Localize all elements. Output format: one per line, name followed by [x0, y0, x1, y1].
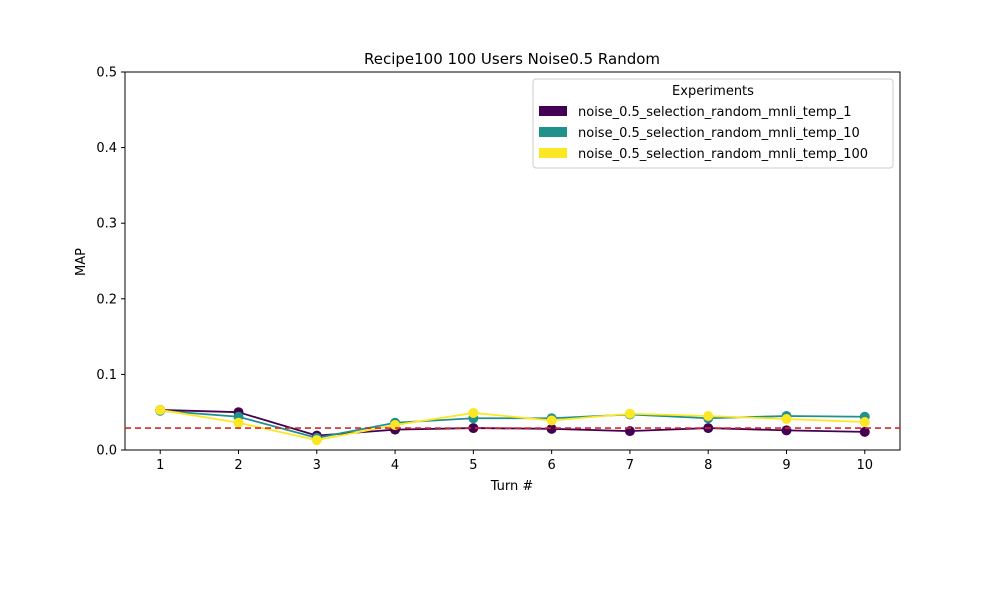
data-point	[859, 426, 870, 437]
data-point	[468, 423, 479, 434]
x-tick-label: 5	[469, 458, 477, 473]
x-tick-label: 3	[313, 458, 321, 473]
legend: Experiments noise_0.5_selection_random_mn…	[532, 78, 894, 169]
series-line	[160, 409, 865, 437]
x-tick-label: 6	[548, 458, 556, 473]
data-point	[546, 423, 557, 434]
y-tick-label: 0.0	[96, 444, 117, 459]
series-3	[155, 404, 870, 446]
legend-entry: noise_0.5_selection_random_mnli_temp_100	[578, 147, 868, 162]
y-axis-label: MAP	[74, 248, 89, 276]
legend-box	[532, 78, 894, 169]
data-point	[155, 404, 166, 415]
x-tick-label: 4	[391, 458, 399, 473]
legend-title: Experiments	[672, 84, 754, 99]
chart-title: Recipe100 100 Users Noise0.5 Random	[364, 50, 660, 68]
x-tick-label: 7	[626, 458, 634, 473]
data-point	[859, 417, 870, 428]
y-tick-label: 0.3	[96, 217, 117, 232]
x-axis-label: Turn #	[490, 479, 534, 494]
plot-frame	[124, 71, 901, 451]
legend-entry: noise_0.5_selection_random_mnli_temp_1	[578, 105, 852, 120]
x-tick-label: 2	[234, 458, 242, 473]
legend-swatch	[539, 148, 567, 158]
data-point	[468, 407, 479, 418]
data-point	[546, 415, 557, 426]
data-point	[624, 408, 635, 419]
legend-entry: noise_0.5_selection_random_mnli_temp_10	[578, 126, 860, 141]
y-tick-label: 0.2	[96, 292, 117, 307]
data-point	[311, 435, 322, 446]
data-point	[703, 410, 714, 421]
x-tick-label: 10	[856, 458, 873, 473]
data-point	[781, 414, 792, 425]
series-line	[160, 409, 865, 442]
data-point	[781, 425, 792, 436]
x-tick-label: 1	[156, 458, 164, 473]
y-tick-label: 0.4	[96, 141, 117, 156]
x-tick-label: 8	[704, 458, 712, 473]
series-2	[155, 405, 870, 443]
y-tick-label: 0.5	[96, 66, 117, 81]
series-line	[160, 409, 865, 439]
legend-swatch	[539, 106, 567, 116]
plot-area: 0.0 0.1 0.2 0.3 0.4 0.5 1 2 3 4 5 6 7 8 9 10	[96, 66, 901, 473]
data-point	[233, 417, 244, 428]
y-tick-label: 0.1	[96, 368, 117, 383]
x-tick-label: 9	[782, 458, 790, 473]
legend-swatch	[539, 127, 567, 137]
